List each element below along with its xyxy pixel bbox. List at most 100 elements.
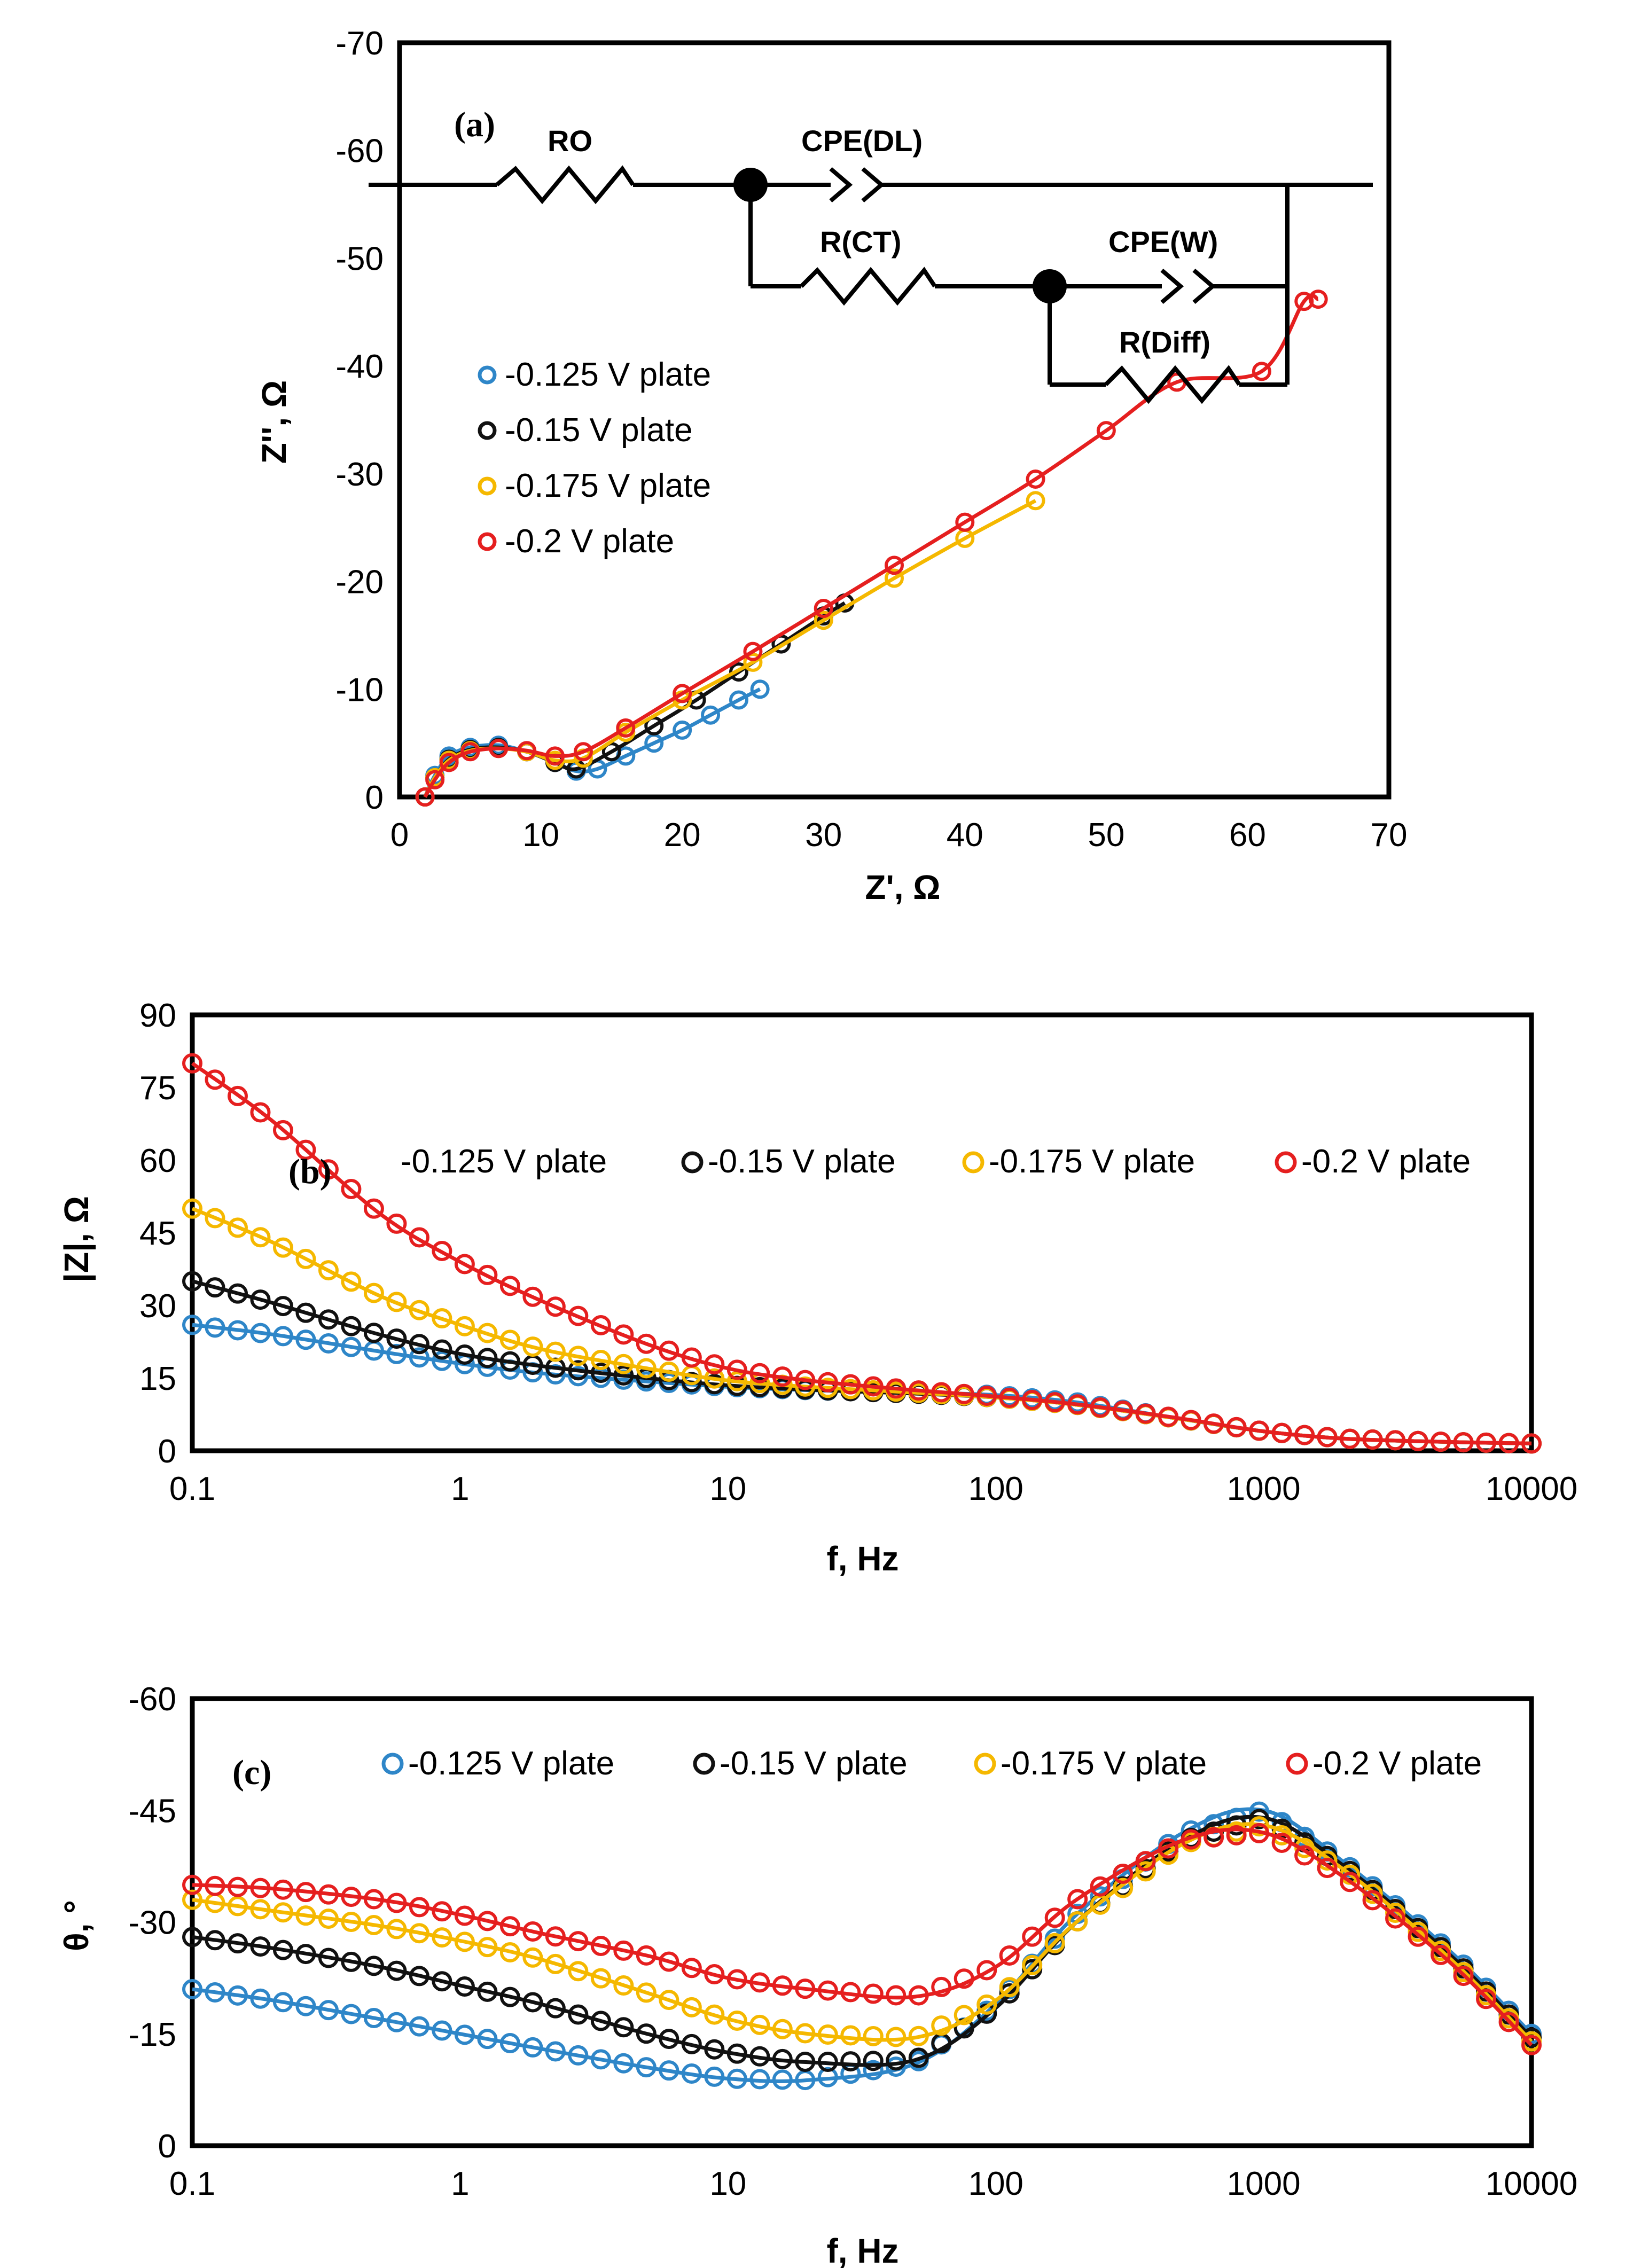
data-point (227, 1985, 248, 2006)
legend-item-b-2: -0.15 V plate (681, 1143, 896, 1180)
data-point (409, 1334, 429, 1355)
data-point (976, 1994, 997, 2015)
fit-line-4 (423, 293, 1319, 798)
data-point (522, 1286, 543, 1307)
data-point (1271, 1832, 1292, 1853)
data-point (704, 2039, 725, 2060)
y-tick-label: -10 (335, 671, 384, 708)
data-point (318, 1333, 339, 1354)
x-axis-title-c: f, Hz (826, 2232, 898, 2268)
data-point (386, 1343, 407, 1364)
data-point (636, 1333, 657, 1354)
data-point (522, 1947, 543, 1968)
data-point (1135, 1861, 1156, 1882)
y-tick-label: -45 (128, 1793, 176, 1829)
data-point (749, 2014, 770, 2035)
data-point (250, 1102, 271, 1123)
data-point (341, 1912, 362, 1933)
x-tick-label: 60 (1229, 817, 1266, 854)
data-point (499, 1987, 520, 2007)
x-tick-label: 10 (522, 817, 559, 854)
data-point (1453, 1966, 1474, 1987)
data-point (1521, 1433, 1542, 1454)
data-point (272, 1120, 293, 1140)
circuit-node-2 (1033, 269, 1067, 303)
data-point (386, 1292, 407, 1312)
legend-label: -0.2 V plate (1301, 1143, 1471, 1180)
data-point (1498, 1433, 1519, 1453)
data-point (931, 1382, 952, 1403)
data-point (636, 1945, 657, 1966)
data-point (272, 1992, 293, 2013)
data-point (522, 1992, 543, 2013)
data-point (908, 2047, 929, 2068)
data-point (425, 770, 445, 789)
y-tick-label: 45 (139, 1215, 176, 1252)
data-point (272, 1939, 293, 1960)
data-point (489, 739, 509, 758)
data-point (704, 1374, 725, 1395)
data-point (272, 1902, 293, 1923)
data-point (659, 1990, 679, 2011)
data-point (272, 1879, 293, 1900)
circuit-label-r-ct: R(CT) (820, 225, 901, 259)
y-tick-label: 90 (139, 997, 176, 1034)
y-axis-title-a: Z'', Ω (255, 380, 293, 464)
data-point (673, 684, 692, 703)
data-point (409, 1300, 429, 1320)
data-point (726, 1371, 747, 1391)
data-point (409, 1923, 429, 1944)
data-point (1340, 1428, 1361, 1449)
data-point (499, 1942, 520, 1962)
data-point (999, 1387, 1020, 1408)
x-tick-label: 0.1 (169, 1471, 215, 1507)
legend-label: -0.125 V plate (401, 1143, 607, 1180)
data-point (432, 1901, 452, 1922)
data-point (182, 1053, 202, 1074)
data-point (817, 2067, 838, 2087)
data-point (363, 1956, 384, 1976)
data-point (885, 568, 904, 588)
data-point (1476, 1989, 1497, 2009)
data-point (182, 1271, 202, 1292)
legend-label: -0.2 V plate (505, 523, 674, 560)
data-point (817, 1980, 838, 2001)
data-point (545, 1926, 566, 1947)
x-tick-label: 1 (451, 2165, 469, 2202)
data-point (681, 1347, 702, 1368)
data-point (545, 1953, 566, 1974)
data-point (795, 2023, 816, 2044)
data-point (272, 1326, 293, 1347)
data-point (1271, 1422, 1292, 1443)
data-point (432, 2020, 452, 2041)
data-point (704, 1354, 725, 1375)
data-point (1181, 1410, 1201, 1430)
data-point (499, 1916, 520, 1937)
data-point (863, 1376, 884, 1397)
data-point (545, 1998, 566, 2019)
data-point (1135, 1403, 1156, 1424)
circuit-label-ro: RO (548, 124, 592, 158)
data-point (795, 1978, 816, 1999)
data-point (250, 1936, 271, 1957)
data-point (590, 1350, 611, 1371)
data-point (1044, 1907, 1065, 1928)
data-point (999, 1977, 1020, 1998)
panel-c: 0.1 1 10 100 1000 10000 0 -15 -30 -45 -60 θ, ° f, … (57, 1681, 1577, 2268)
data-point (636, 2057, 657, 2078)
data-point (454, 1931, 475, 1952)
data-point (432, 1350, 452, 1371)
data-point (415, 787, 435, 807)
data-point (295, 1139, 316, 1160)
y-tick-label: -20 (335, 564, 384, 601)
data-point (568, 1931, 589, 1952)
data-point (1249, 1420, 1270, 1441)
data-point (840, 2051, 861, 2072)
data-point (386, 1213, 407, 1234)
data-point (517, 741, 537, 761)
data-point (1022, 1954, 1043, 1975)
data-point (205, 1317, 225, 1338)
data-point (817, 2024, 838, 2045)
legend-item-c-1: -0.125 V plate (381, 1745, 614, 1782)
data-point (1044, 1392, 1065, 1413)
